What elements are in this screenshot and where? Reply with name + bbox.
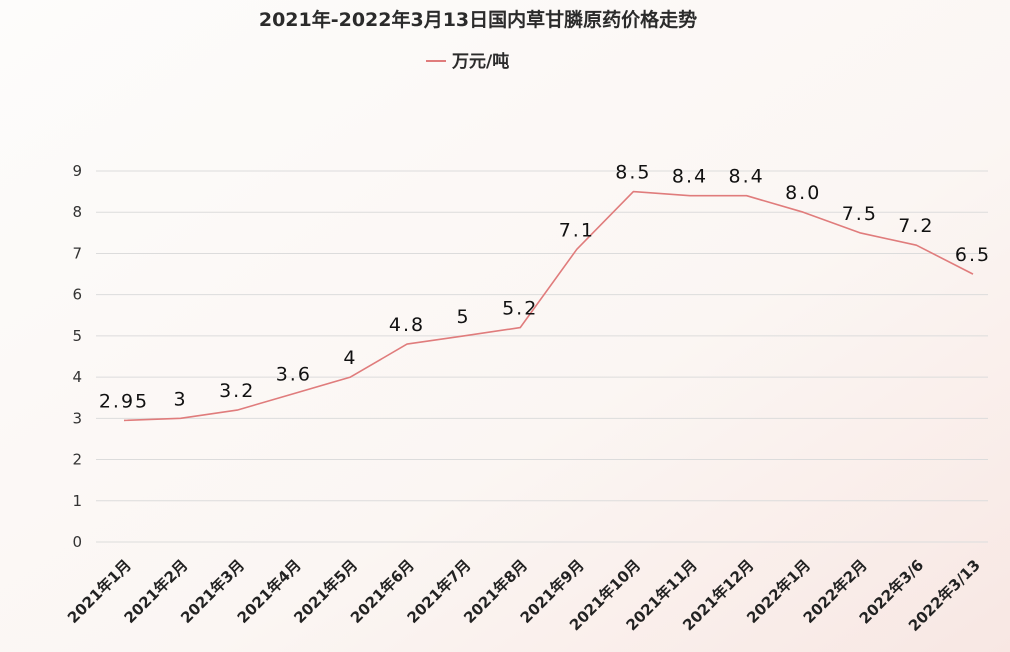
data-label: 4.8	[389, 314, 425, 336]
y-tick-label: 5	[72, 327, 82, 345]
data-label: 5.2	[502, 298, 538, 320]
data-label: 3	[174, 388, 188, 410]
gridlines	[96, 170, 988, 543]
data-label: 7.2	[898, 215, 934, 237]
data-label: 3.6	[276, 364, 312, 386]
series-line-layer	[123, 190, 974, 422]
y-tick-label: 0	[72, 533, 82, 551]
data-label: 8.0	[785, 182, 821, 204]
data-label: 7.1	[559, 219, 595, 241]
data-label: 8.5	[615, 162, 651, 184]
y-tick-label: 6	[72, 286, 82, 304]
y-tick-label: 8	[72, 203, 82, 221]
data-labels: 2.95 3 3.2 3.6 4 4.8 5 5.2 7.1 8.5 8.4 8.4 8.0 7.5 7.2…	[99, 162, 991, 413]
y-tick-label: 4	[72, 368, 82, 386]
y-tick-label: 7	[72, 244, 82, 262]
data-label: 6.5	[955, 244, 991, 266]
data-label: 2.95	[99, 390, 149, 412]
y-tick-label: 2	[72, 451, 82, 469]
y-tick-label: 3	[72, 409, 82, 427]
y-axis-ticks: 0 1 2 3 4 5 6 7 8 9	[72, 162, 82, 551]
chart-title: 2021年-2022年3月13日国内草甘膦原药价格走势	[259, 8, 697, 31]
data-label: 8.4	[728, 166, 764, 188]
y-tick-label: 9	[72, 162, 82, 180]
data-label: 7.5	[842, 203, 878, 225]
legend-label: 万元/吨	[451, 51, 509, 72]
y-tick-label: 1	[72, 492, 82, 510]
legend: 万元/吨	[426, 51, 509, 72]
data-label: 5	[457, 306, 471, 328]
series-line	[123, 190, 974, 422]
data-label: 8.4	[672, 166, 708, 188]
data-label: 3.2	[219, 380, 255, 402]
data-label: 4	[343, 347, 357, 369]
